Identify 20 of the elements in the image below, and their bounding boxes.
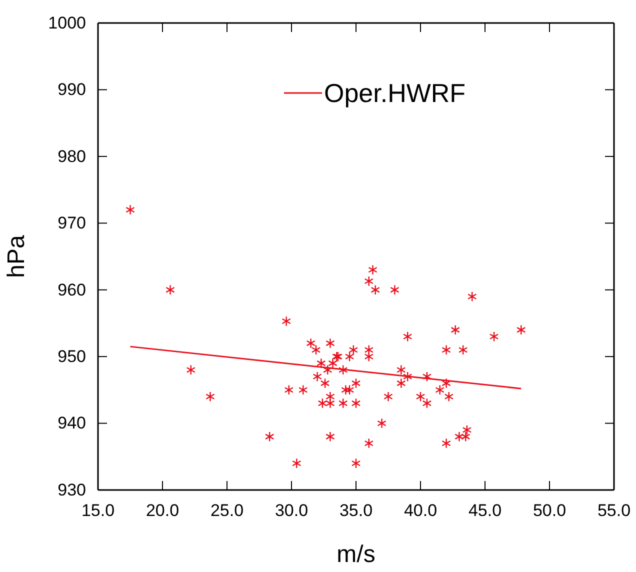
y-tick-label: 940 [58,414,86,433]
x-tick-label: 15.0 [81,501,115,520]
y-tick-label: 1000 [48,13,86,32]
y-tick-label: 960 [58,280,86,300]
x-axis-title: m/s [336,541,376,568]
y-axis-title: hPa [3,234,30,278]
x-tick-label: 45.0 [468,501,502,520]
y-tick-label: 950 [58,347,86,366]
x-tick-label: 50.0 [532,501,566,520]
y-tick-label: 970 [58,214,86,233]
x-tick-label: 40.0 [404,501,438,520]
y-tick-label: 930 [58,480,86,500]
x-tick-label: 20.0 [146,501,180,520]
x-tick-label: 35.0 [339,501,373,520]
x-tick-label: 25.0 [210,501,244,520]
x-tick-label: 30.0 [274,501,308,520]
y-tick-label: 980 [58,146,86,166]
x-tick-label: 55.0 [597,501,631,520]
y-tick-label: 990 [58,80,86,100]
legend-label: Oper.HWRF [324,78,466,108]
